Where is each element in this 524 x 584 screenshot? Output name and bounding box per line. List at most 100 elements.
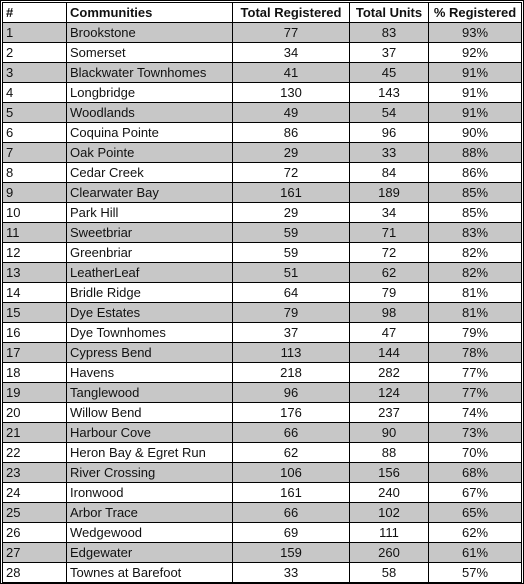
total-registered: 161 (232, 482, 350, 503)
total-registered: 33 (232, 562, 350, 583)
total-units: 84 (349, 162, 429, 183)
community-name: Arbor Trace (66, 502, 233, 523)
header-number: # (2, 2, 67, 23)
community-name: Sweetbriar (66, 222, 233, 243)
total-registered: 96 (232, 382, 350, 403)
row-number: 18 (2, 362, 67, 383)
header-total-registered: Total Registered (232, 2, 350, 23)
total-registered: 69 (232, 522, 350, 543)
total-units: 260 (349, 542, 429, 563)
total-units: 37 (349, 42, 429, 63)
total-units: 189 (349, 182, 429, 203)
header-total-units: Total Units (349, 2, 429, 23)
total-units: 88 (349, 442, 429, 463)
row-number: 16 (2, 322, 67, 343)
total-registered: 113 (232, 342, 350, 363)
table-row: 8 Cedar Creek 72 84 86% (2, 162, 522, 183)
row-number: 17 (2, 342, 67, 363)
table-row: 26 Wedgewood 69 111 62% (2, 522, 522, 543)
community-name: Clearwater Bay (66, 182, 233, 203)
table-row: 11 Sweetbriar 59 71 83% (2, 222, 522, 243)
table-row: 1 Brookstone 77 83 93% (2, 22, 522, 43)
percent-registered: 62% (428, 522, 522, 543)
row-number: 25 (2, 502, 67, 523)
total-registered: 77 (232, 22, 350, 43)
community-name: Cedar Creek (66, 162, 233, 183)
header-percent-registered: % Registered (428, 2, 522, 23)
row-number: 12 (2, 242, 67, 263)
total-registered: 59 (232, 242, 350, 263)
table-row: 14 Bridle Ridge 64 79 81% (2, 282, 522, 303)
total-registered: 62 (232, 442, 350, 463)
row-number: 11 (2, 222, 67, 243)
table-row: 15 Dye Estates 79 98 81% (2, 302, 522, 323)
percent-registered: 78% (428, 342, 522, 363)
total-registered: 41 (232, 62, 350, 83)
table-row: 28 Townes at Barefoot 33 58 57% (2, 562, 522, 583)
table-row: 10 Park Hill 29 34 85% (2, 202, 522, 223)
total-units: 33 (349, 142, 429, 163)
total-units: 156 (349, 462, 429, 483)
percent-registered: 73% (428, 422, 522, 443)
total-registered: 159 (232, 542, 350, 563)
total-registered: 130 (232, 82, 350, 103)
total-registered: 51 (232, 262, 350, 283)
row-number: 1 (2, 22, 67, 43)
table-row: 18 Havens 218 282 77% (2, 362, 522, 383)
table-row: 22 Heron Bay & Egret Run 62 88 70% (2, 442, 522, 463)
total-registered: 176 (232, 402, 350, 423)
total-units: 96 (349, 122, 429, 143)
community-name: Townes at Barefoot (66, 562, 233, 583)
table-row: 19 Tanglewood 96 124 77% (2, 382, 522, 403)
row-number: 13 (2, 262, 67, 283)
total-registered: 106 (232, 462, 350, 483)
percent-registered: 74% (428, 402, 522, 423)
table-row: 5 Woodlands 49 54 91% (2, 102, 522, 123)
total-registered: 66 (232, 502, 350, 523)
percent-registered: 57% (428, 562, 522, 583)
row-number: 3 (2, 62, 67, 83)
total-registered: 64 (232, 282, 350, 303)
percent-registered: 81% (428, 282, 522, 303)
total-units: 62 (349, 262, 429, 283)
table-row: 13 LeatherLeaf 51 62 82% (2, 262, 522, 283)
percent-registered: 65% (428, 502, 522, 523)
community-name: Woodlands (66, 102, 233, 123)
community-name: Wedgewood (66, 522, 233, 543)
row-number: 7 (2, 142, 67, 163)
total-units: 54 (349, 102, 429, 123)
table-row: 12 Greenbriar 59 72 82% (2, 242, 522, 263)
total-units: 72 (349, 242, 429, 263)
community-name: Somerset (66, 42, 233, 63)
total-registered: 218 (232, 362, 350, 383)
total-units: 90 (349, 422, 429, 443)
row-number: 24 (2, 482, 67, 503)
percent-registered: 68% (428, 462, 522, 483)
community-name: Cypress Bend (66, 342, 233, 363)
community-name: Ironwood (66, 482, 233, 503)
total-registered: 59 (232, 222, 350, 243)
table-row: 20 Willow Bend 176 237 74% (2, 402, 522, 423)
community-name: Edgewater (66, 542, 233, 563)
table-row: 25 Arbor Trace 66 102 65% (2, 502, 522, 523)
percent-registered: 82% (428, 262, 522, 283)
percent-registered: 91% (428, 62, 522, 83)
table-row: 21 Harbour Cove 66 90 73% (2, 422, 522, 443)
total-units: 83 (349, 22, 429, 43)
total-registered: 86 (232, 122, 350, 143)
percent-registered: 85% (428, 202, 522, 223)
total-registered: 49 (232, 102, 350, 123)
percent-registered: 92% (428, 42, 522, 63)
total-units: 240 (349, 482, 429, 503)
row-number: 23 (2, 462, 67, 483)
percent-registered: 70% (428, 442, 522, 463)
row-number: 22 (2, 442, 67, 463)
total-registered: 37 (232, 322, 350, 343)
community-name: Blackwater Townhomes (66, 62, 233, 83)
table-row: 17 Cypress Bend 113 144 78% (2, 342, 522, 363)
total-units: 102 (349, 502, 429, 523)
row-number: 8 (2, 162, 67, 183)
row-number: 6 (2, 122, 67, 143)
